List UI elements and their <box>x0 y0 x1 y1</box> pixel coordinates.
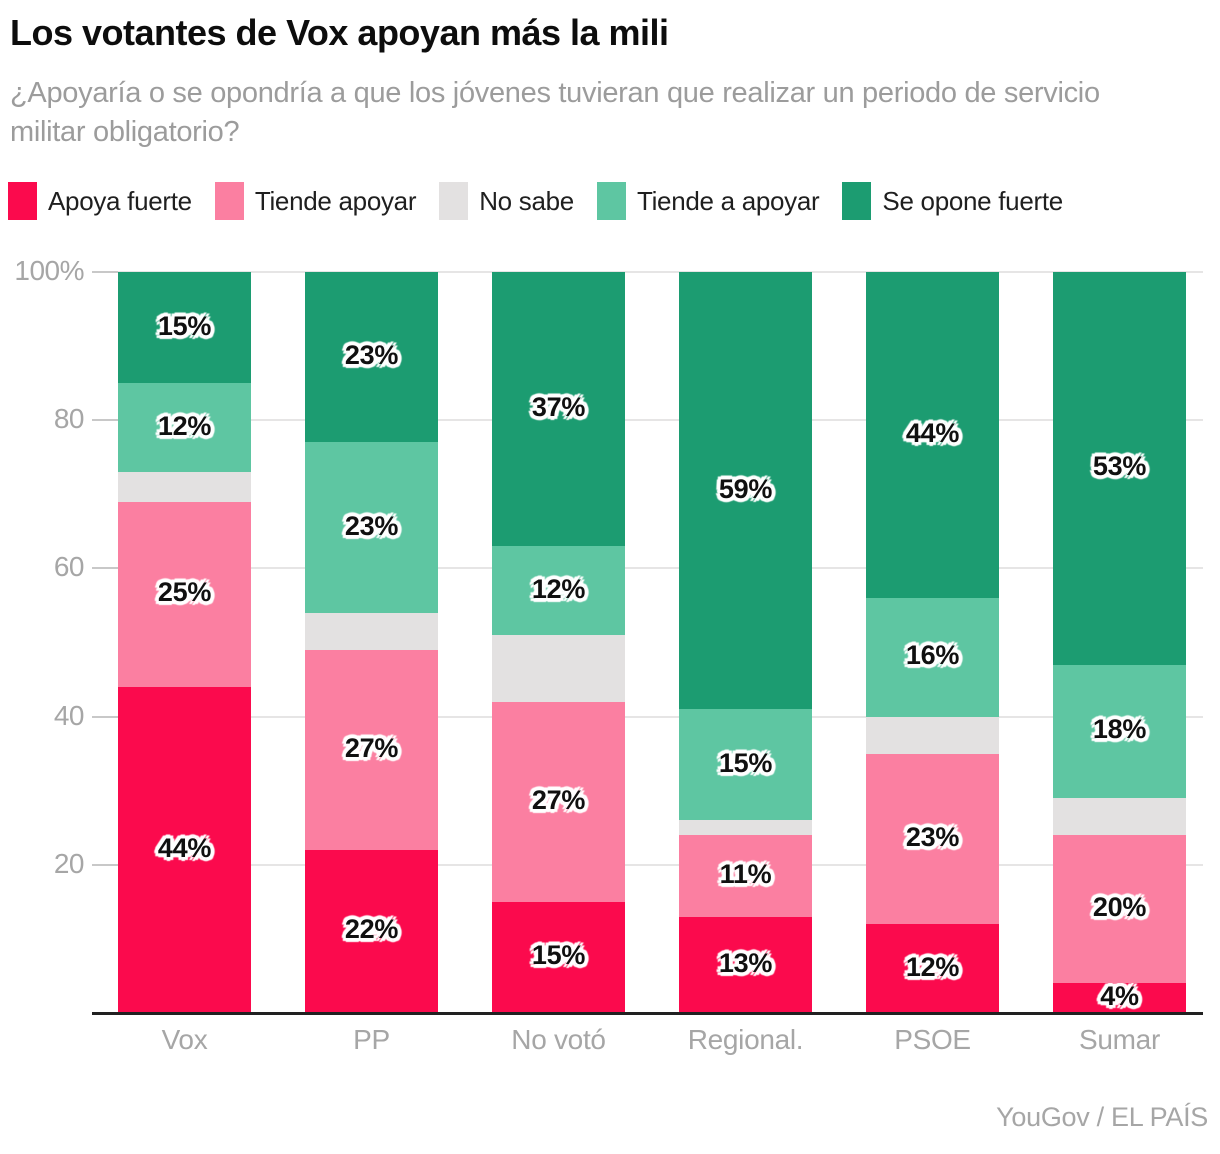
x-axis-label: Vox <box>161 1024 208 1055</box>
bar-segment <box>305 442 438 613</box>
bar-segment <box>492 701 625 902</box>
x-axis-label: Regional. <box>687 1024 804 1055</box>
bar-segment <box>305 849 438 1013</box>
legend-item: No sabe <box>439 182 574 220</box>
bar-segment <box>866 716 999 754</box>
bar-segment <box>305 612 438 650</box>
bar-segment <box>492 901 625 1013</box>
bar-segment <box>866 753 999 925</box>
page-subtitle: ¿Apoyaría o se opondría a que los jóvene… <box>10 77 1100 148</box>
legend-swatch <box>439 182 469 220</box>
bar-value-label: 13% <box>718 947 773 978</box>
x-axis-label: Sumar <box>1079 1024 1160 1055</box>
bar-segment <box>492 635 625 702</box>
bar-segment <box>679 820 812 836</box>
y-axis-tick <box>92 715 118 718</box>
legend-label: No sabe <box>479 185 574 216</box>
legend-label: Se opone fuerte <box>882 185 1063 216</box>
bar-segment <box>118 686 251 1013</box>
bar-value-label: 53% <box>1092 451 1147 482</box>
page-title: Los votantes de Vox apoyan más la mili <box>10 12 669 53</box>
bar-value-label: 23% <box>344 340 399 371</box>
legend-label: Tiende apoyar <box>254 185 417 216</box>
bar-value-label: 18% <box>1092 714 1147 745</box>
gridline <box>118 419 1203 422</box>
bar-value-label: 16% <box>905 640 960 671</box>
legend-swatch <box>842 182 872 220</box>
bar-value-label: 12% <box>157 410 212 441</box>
legend-label: Tiende a apoyar <box>636 185 820 216</box>
y-axis-tick <box>92 567 118 570</box>
legend-swatch <box>214 182 244 220</box>
bar-value-label: 12% <box>905 951 960 982</box>
bar-segment <box>492 272 625 547</box>
bar-segment <box>866 598 999 717</box>
y-axis-tick <box>92 863 118 866</box>
bar-segment <box>118 383 251 473</box>
legend-item: Apoya fuerte <box>8 182 192 220</box>
gridline <box>118 715 1203 718</box>
bar-value-label: 27% <box>344 732 399 763</box>
bar-segment <box>866 924 999 1013</box>
y-axis-tick <box>92 419 118 422</box>
bar-value-label: 15% <box>157 310 212 341</box>
legend-swatch <box>596 182 626 220</box>
bar-value-label: 59% <box>718 473 773 504</box>
y-axis-tick-label: 40 <box>53 699 85 731</box>
bar-value-label: 44% <box>905 418 960 449</box>
x-axis-label: PSOE <box>894 1024 971 1055</box>
bar-segment <box>679 272 812 710</box>
bar-segment <box>118 501 251 687</box>
bar-value-label: 15% <box>718 747 773 778</box>
bar-segment <box>118 472 251 502</box>
legend-item: Tiende a apoyar <box>596 182 820 220</box>
gridline <box>118 567 1203 570</box>
gridline <box>118 863 1203 866</box>
bar-segment <box>305 649 438 850</box>
legend-swatch <box>8 182 37 220</box>
legend: Apoya fuerte Tiende apoyar No sabe Tiende a… <box>8 182 1063 220</box>
legend-label: Apoya fuerte <box>48 185 192 216</box>
gridline <box>118 271 1203 273</box>
bar-value-label: 11% <box>719 858 772 889</box>
bar-segment <box>679 916 812 1013</box>
bar-segment <box>1053 798 1186 836</box>
bar-value-label: 25% <box>157 577 212 608</box>
legend-item: Tiende apoyar <box>214 182 417 220</box>
axis-baseline <box>92 1012 1203 1015</box>
bar-segment <box>1053 983 1186 1013</box>
bar-value-label: 27% <box>531 784 586 815</box>
x-axis-label: PP <box>353 1024 390 1055</box>
bar-segment <box>1053 835 1186 984</box>
bar-segment <box>492 546 625 636</box>
bar-segment <box>1053 272 1186 665</box>
bar-segment <box>118 272 251 384</box>
bar-segment <box>679 835 812 917</box>
y-axis-tick-label: 80 <box>53 403 85 435</box>
bar-value-label: 23% <box>905 821 960 852</box>
y-axis-tick-label: 20 <box>53 847 85 879</box>
bar-value-label: 44% <box>157 832 212 863</box>
bar-segment <box>305 272 438 443</box>
y-axis-tick-label: 100% <box>14 255 84 286</box>
y-axis-tick-label: 60 <box>53 551 85 583</box>
bar-value-label: 12% <box>531 573 586 604</box>
bar-value-label: 15% <box>531 940 586 971</box>
bar-value-label: 23% <box>344 510 399 541</box>
bar-segment <box>866 272 999 599</box>
bar-segment <box>679 709 812 821</box>
bar-value-label: 4% <box>1100 981 1139 1012</box>
bar-segment <box>1053 664 1186 799</box>
bar-value-label: 22% <box>344 914 399 945</box>
legend-item: Se opone fuerte <box>842 182 1063 220</box>
bar-value-label: 37% <box>531 392 586 423</box>
y-axis-tick <box>92 271 118 273</box>
x-axis-label: No votó <box>511 1024 606 1055</box>
bar-value-label: 20% <box>1092 892 1147 923</box>
credit-line: YouGov / EL PAÍS <box>996 1102 1208 1132</box>
